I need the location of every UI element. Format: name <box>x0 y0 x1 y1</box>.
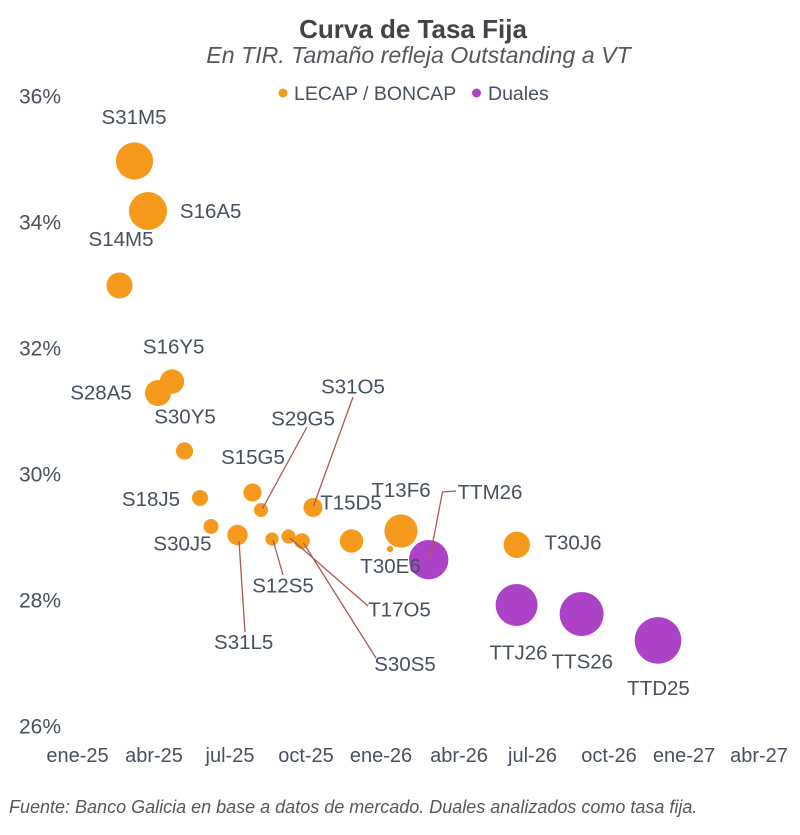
svg-text:TTD25: TTD25 <box>627 677 690 700</box>
svg-text:32%: 32% <box>19 338 61 361</box>
svg-text:abr-27: abr-27 <box>730 745 788 767</box>
svg-text:S31M5: S31M5 <box>102 106 167 129</box>
svg-text:TTS26: TTS26 <box>552 651 614 674</box>
svg-text:ene-26: ene-26 <box>350 745 412 767</box>
svg-text:S16Y5: S16Y5 <box>143 336 205 359</box>
svg-text:T17O5: T17O5 <box>368 599 431 622</box>
svg-text:S16A5: S16A5 <box>180 200 242 223</box>
svg-text:S30S5: S30S5 <box>374 653 436 676</box>
svg-text:S31L5: S31L5 <box>214 631 273 654</box>
svg-text:T30E6: T30E6 <box>360 555 420 578</box>
svg-text:S29G5: S29G5 <box>271 408 335 431</box>
svg-text:S31O5: S31O5 <box>321 376 385 399</box>
svg-text:S30Y5: S30Y5 <box>154 406 216 429</box>
svg-text:Fuente: Banco Galicia en base: Fuente: Banco Galicia en base a datos de… <box>9 797 697 817</box>
svg-text:26%: 26% <box>19 716 61 739</box>
svg-text:T15D5: T15D5 <box>320 492 382 515</box>
svg-text:S14M5: S14M5 <box>89 228 154 251</box>
svg-text:28%: 28% <box>19 590 61 613</box>
svg-text:oct-25: oct-25 <box>278 745 334 767</box>
svg-text:abr-26: abr-26 <box>430 745 488 767</box>
svg-text:S12S5: S12S5 <box>252 575 314 598</box>
svg-text:S30J5: S30J5 <box>153 533 211 556</box>
svg-text:oct-26: oct-26 <box>581 745 637 767</box>
svg-text:S15G5: S15G5 <box>221 446 285 469</box>
svg-text:TTM26: TTM26 <box>458 481 523 504</box>
svg-text:abr-25: abr-25 <box>125 745 183 767</box>
svg-text:30%: 30% <box>19 464 61 487</box>
svg-text:TTJ26: TTJ26 <box>489 642 547 665</box>
svg-text:jul-25: jul-25 <box>205 745 255 767</box>
svg-text:LECAP / BONCAP: LECAP / BONCAP <box>294 83 456 105</box>
svg-text:jul-26: jul-26 <box>507 745 557 767</box>
svg-text:ene-27: ene-27 <box>653 745 715 767</box>
svg-text:En TIR. Tamaño refleja Outstan: En TIR. Tamaño refleja Outstanding a VT <box>206 42 632 68</box>
svg-text:Duales: Duales <box>488 83 549 105</box>
svg-text:34%: 34% <box>19 212 61 235</box>
svg-text:S18J5: S18J5 <box>122 488 180 511</box>
svg-text:S28A5: S28A5 <box>70 382 132 405</box>
svg-text:36%: 36% <box>19 86 61 109</box>
svg-text:Curva de Tasa Fija: Curva de Tasa Fija <box>299 14 527 44</box>
svg-text:T13F6: T13F6 <box>371 479 430 502</box>
svg-text:ene-25: ene-25 <box>46 745 108 767</box>
svg-text:T30J6: T30J6 <box>545 532 602 555</box>
